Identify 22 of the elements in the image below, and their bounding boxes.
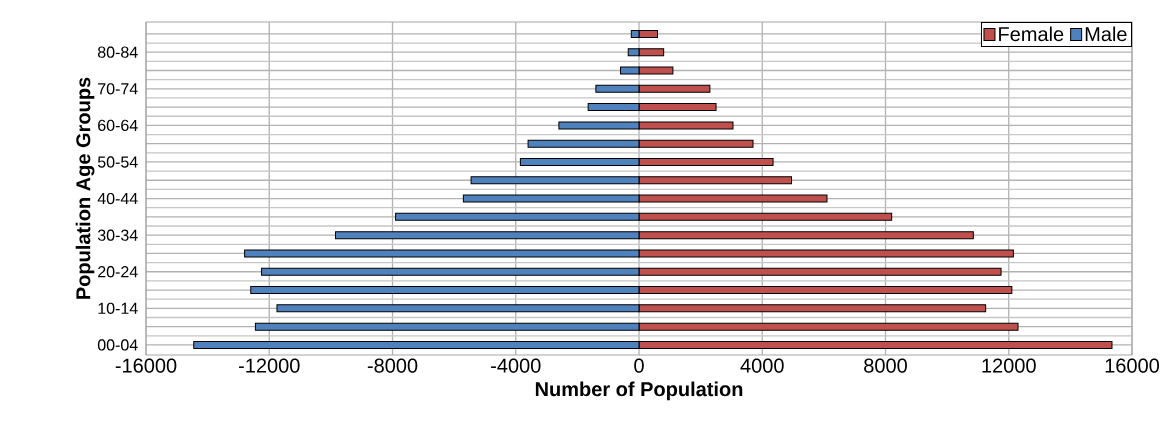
y-tick-label: 20-24 [98, 266, 138, 278]
y-axis-title: Population Age Groups [75, 77, 95, 299]
y-tick-label: 70-74 [98, 83, 138, 95]
x-tick-label: -16000 [115, 358, 177, 373]
y-tick-label: 40-44 [97, 192, 138, 205]
x-tick-label: -12000 [239, 358, 300, 373]
legend-label: Male [1085, 26, 1127, 42]
y-tick-label: 60-64 [98, 119, 138, 132]
x-tick-label: -4000 [491, 358, 541, 373]
legend-label: Female [999, 26, 1064, 42]
y-tick-label: 50-54 [97, 156, 138, 168]
x-tick-label: 8000 [864, 358, 907, 373]
x-tick-label: 0 [634, 358, 644, 373]
y-tick-label: 00-04 [97, 339, 138, 351]
y-tick-label: 10-14 [98, 302, 138, 315]
y-tick-label: 80-84 [97, 46, 138, 58]
x-tick-label: 12000 [982, 358, 1036, 373]
x-axis-title: Number of Population [535, 381, 743, 401]
y-tick-label: 30-34 [97, 229, 138, 241]
x-tick-label: -8000 [367, 358, 418, 373]
x-tick-label: 4000 [740, 358, 784, 373]
x-tick-label: 16000 [1105, 358, 1160, 373]
